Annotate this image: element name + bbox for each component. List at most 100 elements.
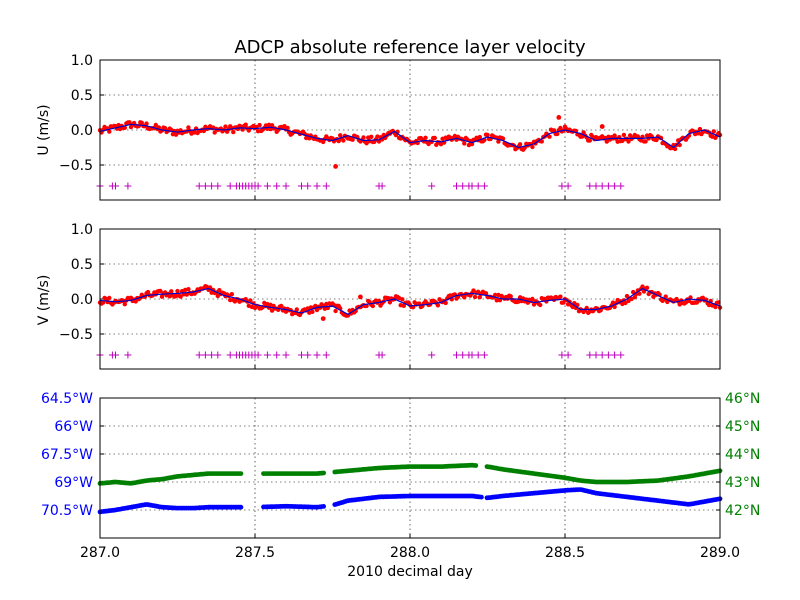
u-raw-point [243, 122, 248, 127]
u-flag-marker [208, 182, 216, 190]
u-raw-point [336, 138, 341, 144]
u-flag-marker [298, 182, 305, 190]
latitude-point [473, 463, 479, 468]
v-ytick-label: 0.5 [71, 257, 93, 273]
u-flag-marker [214, 182, 222, 190]
u-flag-marker [604, 182, 612, 190]
u-raw-point [654, 137, 659, 143]
u-ytick-label: 0.5 [71, 88, 93, 104]
u-raw-point [469, 141, 475, 147]
u-raw-point [558, 125, 563, 131]
u-raw-point [153, 122, 158, 128]
u-raw-point [539, 139, 544, 144]
u-raw-point [643, 139, 648, 144]
u-velocity-panel: U (m/s) 1.0 0.5 0.0 −0.5 [36, 53, 723, 201]
v-axes-frame [99, 228, 721, 370]
v-outlier-point [320, 316, 326, 321]
u-raw-point [677, 142, 682, 148]
v-raw-point [228, 297, 233, 303]
v-raw-point [694, 300, 699, 305]
v-raw-point [133, 299, 138, 304]
u-flag-marker [112, 182, 119, 190]
longitude-tick-label: 64.5°W [41, 391, 93, 407]
v-raw-point [169, 289, 174, 294]
v-flag-marker [564, 351, 572, 359]
v-ytick-label: −0.5 [59, 327, 93, 343]
latitude-tick-label: 45°N [725, 419, 760, 435]
u-flag-marker [428, 182, 436, 190]
u-flag-marker [226, 182, 234, 190]
u-raw-point [711, 129, 716, 134]
v-raw-point [558, 294, 563, 299]
v-raw-point [186, 287, 191, 292]
u-raw-point [361, 135, 366, 140]
u-raw-point [338, 133, 343, 138]
v-raw-point [159, 294, 165, 299]
v-raw-point [333, 308, 338, 314]
x-tick-label: 289.0 [700, 545, 740, 561]
u-raw-point [122, 125, 128, 130]
v-raw-point [637, 291, 642, 296]
latitude-point [238, 471, 244, 476]
v-raw-point [248, 298, 253, 303]
v-outlier-point [358, 294, 363, 300]
longitude-point [321, 504, 326, 509]
v-flag-marker [459, 351, 467, 359]
v-raw-point [387, 300, 393, 305]
v-raw-point [178, 294, 183, 299]
v-flag-marker [124, 351, 132, 359]
u-raw-point [341, 138, 346, 143]
v-flag-marker [322, 351, 330, 359]
u-flag-marker [124, 182, 132, 190]
u-raw-point [223, 124, 228, 129]
u-raw-point [186, 125, 191, 130]
u-flag-marker [304, 182, 312, 190]
u-flag-marker [254, 182, 262, 190]
u-raw-point [547, 134, 552, 139]
u-flag-marker [558, 182, 566, 190]
u-raw-point [587, 138, 592, 143]
u-flag-marker [273, 182, 281, 190]
v-raw-point [229, 292, 234, 297]
v-raw-point [530, 296, 535, 302]
v-raw-point [107, 295, 112, 301]
u-ylabel: U (m/s) [36, 104, 52, 155]
v-raw-point [158, 288, 163, 294]
v-raw-point [100, 300, 106, 305]
v-flag-marker [598, 351, 606, 359]
v-raw-point [508, 294, 513, 299]
u-raw-point [496, 139, 501, 144]
v-raw-point [435, 303, 441, 308]
x-tick-label: 287.5 [235, 545, 275, 561]
x-tick-label: 287.0 [80, 545, 120, 561]
v-raw-point [217, 288, 222, 293]
u-flag-marker [617, 182, 625, 190]
v-raw-point [279, 303, 284, 309]
longitude-tick-label: 70.5°W [41, 503, 93, 519]
longitude-point [238, 504, 244, 510]
v-raw-point [663, 294, 668, 299]
u-flag-marker [598, 182, 606, 190]
v-flag-marker [480, 351, 488, 359]
u-ytick-label: −0.5 [59, 158, 93, 174]
u-flag-marker [201, 182, 209, 190]
v-flag-marker [474, 351, 482, 359]
v-flag-marker [273, 351, 281, 359]
u-raw-point [423, 135, 428, 140]
latitude-tick-label: 43°N [725, 475, 760, 491]
v-raw-point [472, 294, 478, 300]
v-flag-marker [604, 351, 612, 359]
u-raw-point [393, 132, 399, 138]
u-flag-marker [592, 182, 600, 190]
u-raw-point [107, 129, 112, 134]
v-raw-point [310, 309, 315, 314]
longitude-tick-label: 69°W [54, 475, 93, 491]
v-raw-point [561, 300, 566, 305]
v-flag-marker [195, 351, 203, 359]
u-flag-marker [195, 182, 203, 190]
u-flag-marker [480, 182, 488, 190]
u-flag-marker [586, 182, 594, 190]
u-flag-marker [282, 182, 290, 190]
v-flag-marker [453, 351, 460, 359]
